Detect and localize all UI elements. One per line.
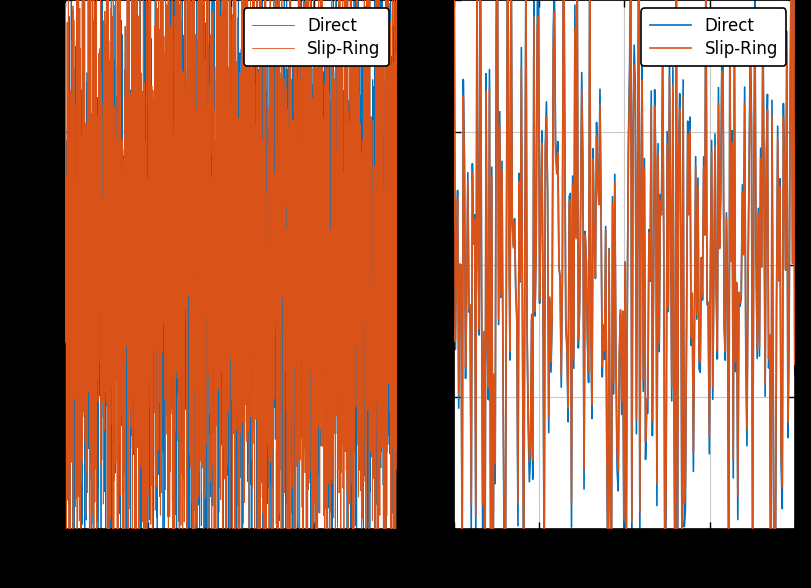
Slip-Ring: [386, 155, 396, 162]
Line: Slip-Ring: Slip-Ring: [65, 0, 397, 588]
Slip-Ring: [737, 189, 747, 196]
Slip-Ring: [98, 345, 108, 352]
Direct: [450, 346, 460, 353]
Slip-Ring: [652, 480, 662, 487]
Legend: Direct, Slip-Ring: Direct, Slip-Ring: [244, 8, 389, 66]
Direct: [653, 140, 663, 147]
Slip-Ring: [393, 287, 402, 294]
Slip-Ring: [653, 151, 663, 158]
Direct: [187, 330, 197, 338]
Direct: [386, 333, 396, 340]
Direct: [118, 283, 127, 290]
Direct: [759, 170, 769, 177]
Direct: [350, 258, 360, 265]
Slip-Ring: [759, 179, 769, 186]
Direct: [652, 502, 662, 509]
Legend: Direct, Slip-Ring: Direct, Slip-Ring: [642, 8, 787, 66]
Slip-Ring: [659, 242, 668, 249]
Direct: [98, 184, 108, 191]
Slip-Ring: [118, 171, 127, 178]
Slip-Ring: [790, 360, 800, 368]
Slip-Ring: [450, 338, 460, 345]
Direct: [790, 370, 800, 377]
Direct: [393, 409, 402, 416]
Line: Direct: Direct: [65, 0, 397, 588]
Direct: [659, 240, 668, 247]
Direct: [737, 181, 747, 188]
Line: Direct: Direct: [454, 0, 795, 588]
Direct: [60, 281, 70, 288]
Slip-Ring: [350, 185, 360, 192]
Direct: [202, 232, 212, 239]
Slip-Ring: [202, 286, 212, 293]
Line: Slip-Ring: Slip-Ring: [454, 0, 795, 588]
Slip-Ring: [60, 179, 70, 186]
